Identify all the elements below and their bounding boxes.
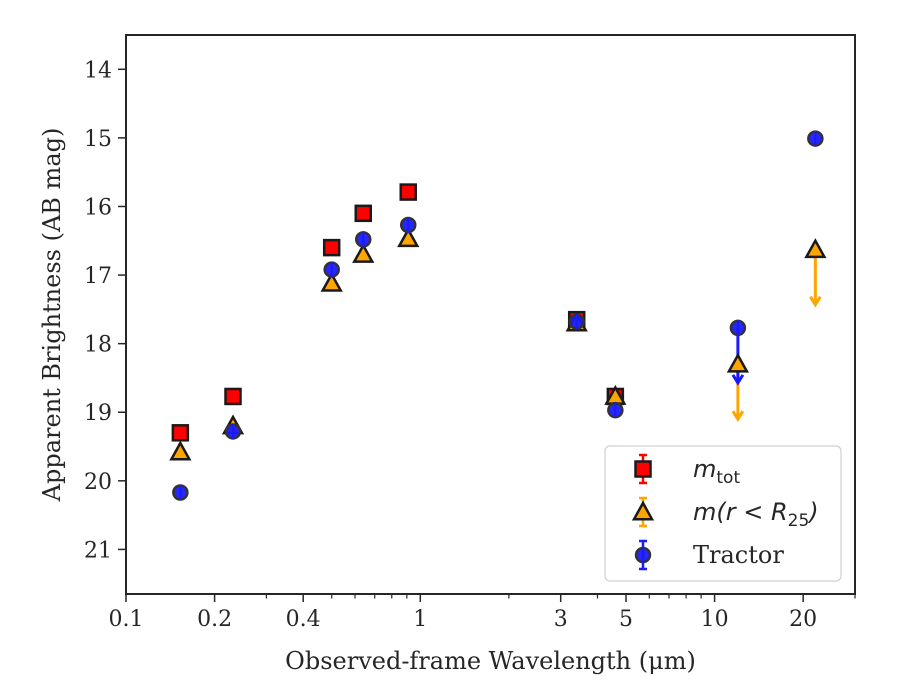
- y-tick-label: 16: [84, 195, 112, 220]
- data-point-triangle-7: [726, 352, 750, 373]
- legend-label-sub: 25: [788, 511, 810, 531]
- x-tick-label: 0.4: [286, 607, 321, 632]
- legend-marker-triangle: [631, 500, 655, 521]
- data-point-triangle-0: [169, 440, 192, 461]
- x-tick-label: 0.2: [197, 607, 232, 632]
- y-tick-label: 19: [84, 401, 112, 426]
- data-point-triangle-4: [397, 227, 420, 248]
- legend-label-main: m: [693, 455, 716, 483]
- plot-frame: [125, 34, 856, 595]
- data-point-triangle-8: [804, 238, 827, 259]
- data-point-triangle-3: [352, 242, 375, 263]
- y-tick-label: 18: [84, 333, 112, 358]
- axes: 0.1 0.2 0.4 1 3 5 10 20 14 15 16 17 18 19 20 21 Observed…: [38, 34, 856, 675]
- data-point-square-2: [322, 238, 341, 257]
- legend-item-1: m(r < R25): [631, 496, 819, 531]
- legend-label-main: m(r < R: [693, 498, 788, 526]
- y-tick-label: 20: [84, 470, 112, 495]
- y-tick-label: 15: [84, 127, 112, 152]
- legend: mtot m(r < R25) Tractor: [604, 445, 842, 582]
- legend-label: m(r < R25): [693, 498, 819, 531]
- x-axis-label: Observed-frame Wavelength (μm): [285, 647, 696, 675]
- legend-label-sub: tot: [716, 468, 740, 488]
- upper-limit-head: [731, 374, 745, 386]
- legend-box: [604, 445, 842, 582]
- y-tick-label: 14: [84, 58, 112, 83]
- data-point-square-3: [354, 204, 373, 223]
- legend-marker-square: [634, 460, 652, 478]
- legend-label: Tractor: [693, 541, 784, 569]
- upper-limit-head: [809, 295, 822, 308]
- y-tick-label: 21: [84, 538, 112, 563]
- x-tick-label: 1: [413, 607, 427, 632]
- legend-item-2: Tractor: [634, 539, 784, 571]
- legend-item-0: mtot: [634, 453, 740, 488]
- x-tick-label: 20: [789, 607, 817, 632]
- x-tick-label: 10: [701, 607, 729, 632]
- y-axis-label: Apparent Brightness (AB mag): [38, 128, 66, 503]
- data-point-triangle-2: [320, 271, 343, 292]
- data-marks: [169, 130, 827, 501]
- data-point-square-0: [171, 424, 190, 442]
- y-tick-label: 17: [84, 264, 112, 289]
- data-point-square-4: [399, 183, 417, 201]
- data-point-square-1: [224, 387, 242, 406]
- legend-label: mtot: [693, 455, 740, 488]
- legend-label-tail: ): [807, 498, 818, 526]
- x-tick-label: 5: [619, 607, 633, 632]
- x-tick-label: 0.1: [109, 607, 144, 632]
- upper-limit-arrow-1-8: [809, 249, 822, 308]
- upper-limit-head: [731, 410, 745, 423]
- x-tick-label: 3: [554, 607, 568, 632]
